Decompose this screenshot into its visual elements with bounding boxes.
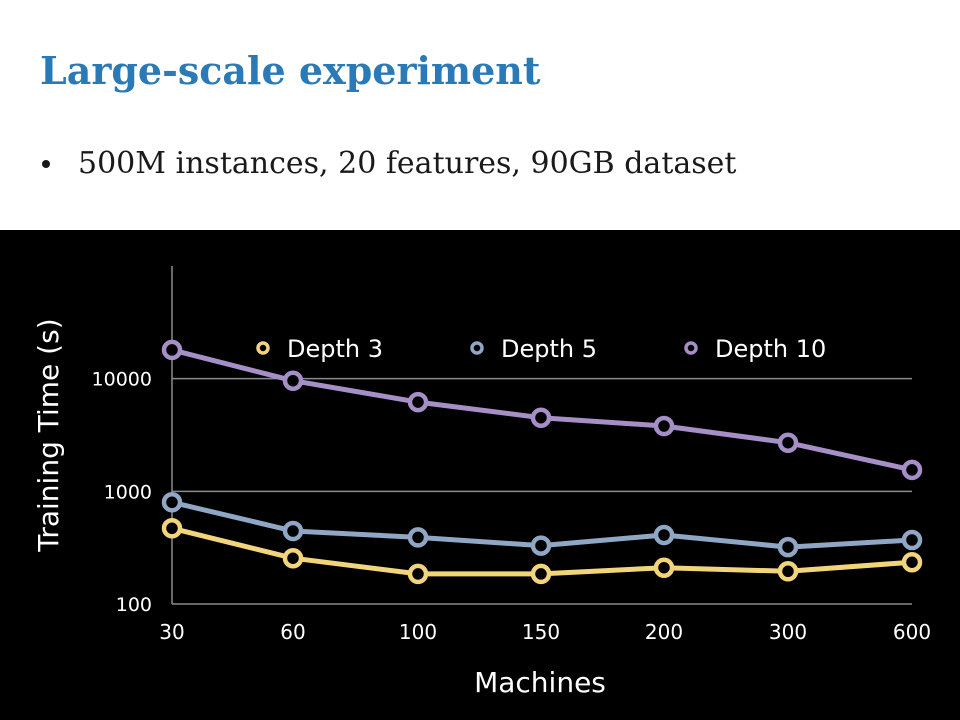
legend-marker-icon <box>684 341 698 355</box>
data-point <box>282 520 304 542</box>
series-depth-3 <box>161 518 923 585</box>
data-point <box>530 407 552 428</box>
data-point <box>282 370 304 391</box>
data-point <box>653 415 675 437</box>
x-axis-label: Machines <box>474 666 606 699</box>
y-tick-label: 100 <box>116 594 152 616</box>
data-point <box>901 551 923 573</box>
slide-title: Large-scale experiment <box>40 48 541 93</box>
x-tick-label: 30 <box>159 620 184 644</box>
x-tick-label: 200 <box>645 620 683 644</box>
legend-label: Depth 10 <box>715 335 826 363</box>
data-point <box>407 391 429 413</box>
data-point <box>282 547 304 569</box>
legend-label: Depth 3 <box>287 335 383 363</box>
series-layer <box>161 339 923 585</box>
data-point <box>901 459 923 481</box>
legend-item: Depth 3 <box>256 335 383 363</box>
series-depth-10 <box>161 339 923 481</box>
legend-marker-icon <box>256 341 270 355</box>
bullet-list: 500M instances, 20 features, 90GB datase… <box>40 142 736 186</box>
data-point <box>407 563 429 585</box>
data-point <box>407 527 429 548</box>
bullet-dot-icon <box>42 160 50 168</box>
data-point <box>777 536 799 558</box>
grid-layer <box>172 377 912 493</box>
data-point <box>653 557 675 578</box>
data-point <box>901 529 923 551</box>
data-point <box>777 561 799 582</box>
x-tick-label: 600 <box>893 620 931 644</box>
bullet-item: 500M instances, 20 features, 90GB datase… <box>40 142 736 186</box>
legend-label: Depth 5 <box>501 335 597 363</box>
x-tick-label: 300 <box>769 620 807 644</box>
data-point <box>161 518 183 539</box>
bullet-text: 500M instances, 20 features, 90GB datase… <box>78 146 737 181</box>
data-point <box>530 563 552 585</box>
y-tick-label: 10000 <box>92 369 152 391</box>
x-tick-label: 150 <box>522 620 560 644</box>
series-depth-5 <box>161 492 923 558</box>
x-tick-label: 60 <box>280 620 305 644</box>
y-tick-label: 1000 <box>104 481 152 503</box>
legend: Depth 3 Depth 5 Depth 10 <box>256 335 826 363</box>
legend-item: Depth 5 <box>470 335 597 363</box>
data-point <box>777 432 799 453</box>
x-tick-label: 100 <box>399 620 437 644</box>
legend-marker-icon <box>470 341 484 355</box>
y-axis-label: Training Time (s) <box>32 318 65 552</box>
data-point <box>161 339 183 361</box>
data-point <box>530 535 552 556</box>
data-point <box>653 524 675 546</box>
data-point <box>161 492 183 513</box>
legend-item: Depth 10 <box>684 335 826 363</box>
axis-layer: 100 1000 10000 30 60 100 150 200 300 600 <box>92 266 931 644</box>
